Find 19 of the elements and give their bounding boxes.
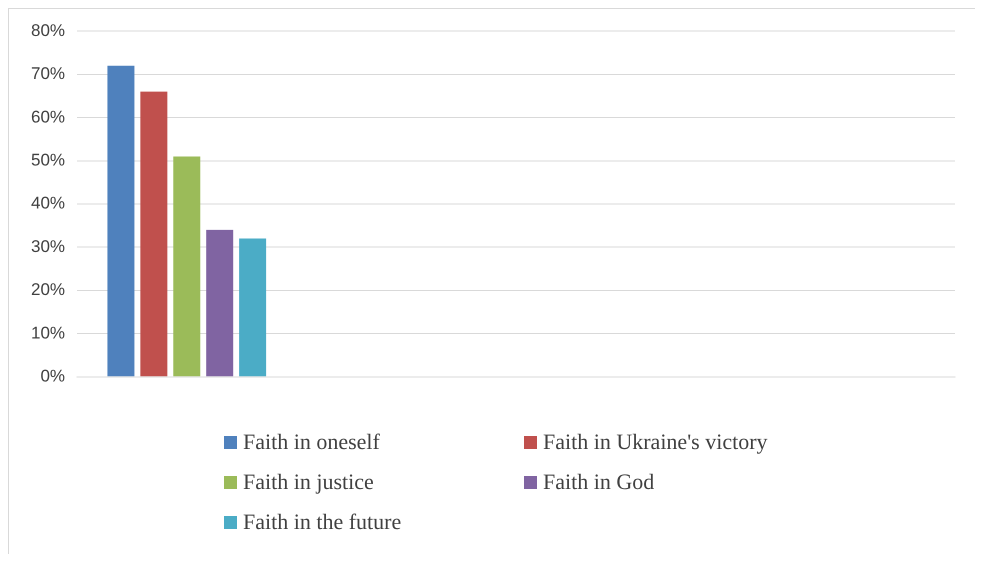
bar — [173, 156, 200, 376]
y-tick-label: 30% — [30, 236, 66, 256]
legend-label: Faith in justice — [243, 469, 374, 495]
legend-label: Faith in God — [543, 469, 654, 495]
y-tick-label: 10% — [30, 323, 66, 342]
bar — [107, 66, 134, 376]
bar — [206, 230, 234, 376]
legend-label: Faith in the future — [243, 509, 402, 535]
y-tick-label: 60% — [30, 107, 66, 126]
y-tick-label: 50% — [30, 150, 66, 170]
y-tick-label: 0% — [40, 366, 66, 386]
y-tick-label: 40% — [30, 194, 66, 213]
y-tick-label: 20% — [30, 280, 66, 300]
bar — [140, 92, 168, 376]
y-tick-label: 80% — [30, 20, 66, 40]
bar — [239, 238, 266, 376]
legend-label: Faith in Ukraine's victory — [543, 429, 768, 455]
legend-label: Faith in oneself — [243, 429, 380, 455]
y-tick-label: 70% — [30, 64, 66, 84]
